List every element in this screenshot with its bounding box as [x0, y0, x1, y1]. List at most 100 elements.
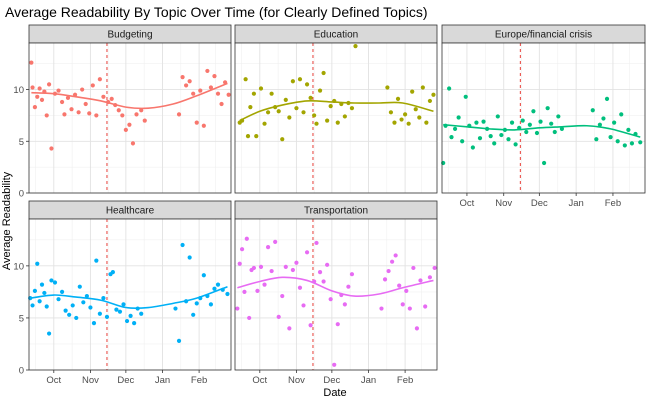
- data-point: [294, 106, 299, 111]
- data-point: [42, 290, 47, 296]
- x-tick-label: Jan: [568, 198, 583, 209]
- x-tick-label: Feb: [397, 375, 413, 386]
- data-point: [205, 68, 210, 74]
- data-point: [251, 265, 257, 271]
- data-point: [452, 126, 458, 131]
- data-point: [524, 129, 529, 135]
- data-point: [385, 85, 390, 90]
- panel-budgeting: Budgeting 0 5 10: [13, 24, 232, 200]
- data-point: [184, 83, 189, 88]
- data-point: [88, 305, 93, 310]
- data-point: [101, 94, 106, 99]
- data-point: [84, 293, 89, 299]
- data-point: [191, 91, 196, 96]
- data-point: [187, 79, 192, 84]
- data-point: [456, 115, 461, 120]
- data-point: [463, 94, 468, 99]
- data-point: [94, 113, 99, 118]
- data-point: [176, 338, 182, 343]
- data-point: [410, 89, 415, 94]
- data-point: [81, 300, 86, 305]
- data-point: [317, 88, 323, 93]
- x-tick-label: Nov: [288, 375, 305, 386]
- y-tick-label: 0: [19, 189, 24, 200]
- data-point: [297, 285, 303, 290]
- data-point: [615, 139, 620, 144]
- data-point: [353, 44, 358, 49]
- facet-panels: Budgeting 0 5 10 Education Europe/financial c…: [13, 24, 646, 386]
- data-point: [258, 264, 264, 270]
- data-point: [332, 362, 337, 367]
- y-tick-label: 10: [13, 85, 24, 96]
- panel-background: [235, 43, 437, 193]
- data-point: [304, 82, 310, 87]
- data-point: [294, 260, 299, 265]
- data-point: [173, 306, 178, 311]
- data-point: [470, 145, 475, 150]
- data-point: [276, 314, 281, 319]
- data-point: [56, 297, 61, 302]
- data-point: [527, 122, 532, 127]
- data-point: [37, 86, 42, 91]
- data-point: [608, 135, 613, 140]
- data-point: [328, 104, 333, 109]
- data-point: [215, 91, 221, 96]
- data-point: [538, 119, 543, 124]
- data-point: [242, 289, 247, 294]
- data-point: [601, 116, 606, 121]
- data-point: [388, 110, 394, 115]
- panel-border: [441, 42, 646, 194]
- x-tick-label: Dec: [531, 198, 548, 209]
- data-point: [312, 113, 317, 118]
- data-point: [101, 296, 106, 301]
- data-point: [70, 303, 75, 308]
- panel-border: [28, 42, 232, 194]
- data-point: [513, 142, 518, 147]
- trend-line: [30, 285, 228, 310]
- data-point: [243, 77, 248, 82]
- data-point: [495, 114, 500, 119]
- data-point: [297, 77, 303, 82]
- data-point: [325, 262, 330, 267]
- x-tick-label: Jan: [155, 375, 170, 386]
- facet-strip-label: Budgeting: [107, 30, 152, 41]
- data-point: [626, 127, 631, 132]
- data-point: [49, 146, 54, 151]
- data-point: [49, 278, 54, 283]
- data-point: [116, 108, 121, 113]
- data-point: [212, 286, 217, 291]
- data-point: [114, 307, 119, 312]
- data-point: [198, 88, 203, 93]
- data-point: [251, 91, 257, 96]
- data-point: [417, 115, 422, 120]
- panel-border: [28, 218, 232, 371]
- data-point: [403, 112, 408, 117]
- data-point: [245, 134, 251, 139]
- data-point: [604, 96, 610, 101]
- data-point: [37, 299, 42, 304]
- data-point: [559, 126, 565, 131]
- panel-background: [29, 43, 231, 193]
- data-point: [77, 284, 82, 289]
- y-tick-label: 0: [19, 366, 24, 377]
- data-point: [393, 253, 398, 258]
- data-point: [460, 139, 465, 144]
- data-point: [622, 143, 627, 148]
- facet-strip-label: Transportation: [304, 206, 368, 217]
- data-point: [219, 101, 224, 107]
- x-tick-label: Dec: [323, 375, 340, 386]
- data-point: [474, 120, 479, 125]
- data-point: [109, 96, 114, 101]
- data-point: [424, 120, 429, 125]
- trend-line: [31, 82, 228, 110]
- trend-line: [443, 123, 641, 138]
- data-point: [226, 92, 231, 97]
- y-tick-label: 5: [19, 313, 24, 324]
- data-point: [46, 82, 52, 87]
- data-point: [65, 95, 71, 100]
- data-point: [317, 270, 323, 275]
- data-point: [397, 283, 402, 288]
- data-point: [314, 121, 319, 126]
- data-point: [269, 268, 274, 274]
- panel-background: [29, 219, 231, 370]
